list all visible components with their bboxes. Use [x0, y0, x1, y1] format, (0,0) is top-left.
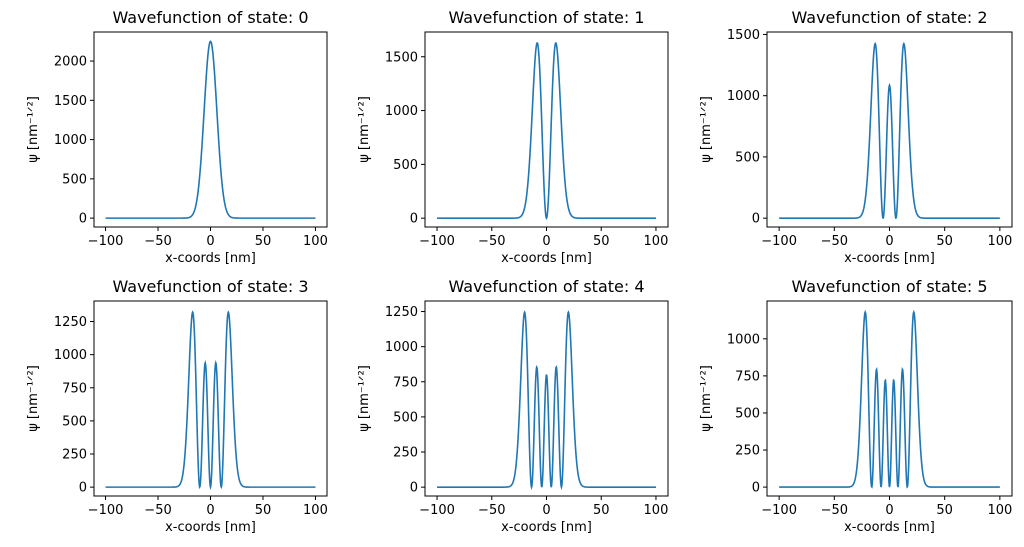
y-tick-label: 500 [735, 406, 760, 421]
y-tick-label: 1500 [727, 28, 760, 43]
y-tick-label: 750 [393, 375, 418, 390]
subplot-title: Wavefunction of state: 5 [791, 277, 987, 296]
wavefunction-line-state-0 [105, 40, 316, 219]
y-tick-label: 1000 [54, 133, 87, 148]
x-tick-label: 50 [255, 503, 272, 518]
x-tick-label: 100 [303, 234, 328, 249]
subplot-title: Wavefunction of state: 3 [112, 277, 308, 296]
subplot-state-5: −100 −50 0 50 10002505007501000Wavefunction … [699, 277, 1013, 535]
y-axis-label: ψ [nm⁻¹ᐟ²] [26, 365, 41, 432]
y-tick-label: 500 [735, 150, 760, 165]
y-tick-label: 0 [79, 212, 87, 227]
x-tick-label: 50 [936, 234, 953, 249]
axes-frame [766, 31, 1013, 228]
subplot-state-4: −100 −50 0 50 100025050075010001250Wavefunct… [357, 277, 669, 535]
x-tick-label: −100 [761, 503, 797, 518]
y-tick-label: 1000 [54, 348, 87, 363]
x-axis-label: x-coords [nm] [165, 251, 256, 266]
x-axis-label: x-coords [nm] [501, 520, 592, 535]
y-axis-label: ψ [nm⁻¹ᐟ²] [699, 96, 714, 163]
x-tick-label: 0 [885, 234, 893, 249]
x-tick-label: −100 [419, 503, 455, 518]
y-tick-label: 0 [79, 481, 87, 496]
x-tick-label: 50 [593, 503, 610, 518]
wavefunction-line-state-3 [105, 310, 316, 491]
x-tick-label: −100 [761, 234, 797, 249]
x-tick-label: 100 [987, 503, 1012, 518]
wavefunction-line-state-5 [779, 309, 1000, 489]
x-tick-label: −50 [821, 503, 848, 518]
x-tick-label: 0 [542, 503, 550, 518]
y-tick-label: 1250 [385, 305, 418, 320]
y-tick-label: 0 [410, 481, 418, 496]
x-tick-label: 0 [542, 234, 550, 249]
y-tick-label: 1250 [54, 315, 87, 330]
y-axis-label: ψ [nm⁻¹ᐟ²] [357, 365, 372, 432]
axes-frame [424, 300, 669, 497]
y-tick-label: 1000 [727, 89, 760, 104]
x-tick-label: 0 [206, 503, 214, 518]
y-tick-label: 0 [752, 481, 760, 496]
subplot-title: Wavefunction of state: 2 [791, 8, 987, 27]
y-tick-label: 1500 [385, 50, 418, 65]
subplot-title: Wavefunction of state: 1 [448, 8, 644, 27]
wavefunction-line-state-2 [779, 41, 1000, 220]
x-tick-label: −100 [419, 234, 455, 249]
x-tick-label: 50 [255, 234, 272, 249]
x-tick-label: 0 [885, 503, 893, 518]
y-tick-label: 750 [735, 369, 760, 384]
subplot-state-3: −100 −50 0 50 100025050075010001250Wavefunct… [26, 277, 328, 535]
axes-frame [93, 300, 328, 497]
x-axis-label: x-coords [nm] [165, 520, 256, 535]
x-tick-label: −50 [144, 234, 171, 249]
x-tick-label: 100 [987, 234, 1012, 249]
x-axis-label: x-coords [nm] [501, 251, 592, 266]
x-tick-label: −50 [821, 234, 848, 249]
y-tick-label: 1000 [727, 332, 760, 347]
x-tick-label: −50 [144, 503, 171, 518]
x-tick-label: −50 [478, 234, 505, 249]
x-tick-label: 100 [644, 234, 669, 249]
y-axis-label: ψ [nm⁻¹ᐟ²] [26, 96, 41, 163]
x-tick-label: −100 [88, 503, 124, 518]
wavefunction-line-state-1 [437, 42, 656, 221]
y-tick-label: 500 [62, 172, 87, 187]
y-tick-label: 2000 [54, 55, 87, 70]
x-tick-label: 100 [644, 503, 669, 518]
x-tick-label: −100 [88, 234, 124, 249]
x-tick-label: 50 [593, 234, 610, 249]
x-tick-label: 0 [206, 234, 214, 249]
y-tick-label: 1000 [385, 340, 418, 355]
x-tick-label: −50 [478, 503, 505, 518]
y-axis-label: ψ [nm⁻¹ᐟ²] [699, 365, 714, 432]
axes-frame [93, 31, 328, 228]
x-tick-label: 100 [303, 503, 328, 518]
y-tick-label: 250 [393, 446, 418, 461]
wavefunction-line-state-4 [437, 310, 656, 491]
y-tick-label: 1500 [54, 94, 87, 109]
y-axis-label: ψ [nm⁻¹ᐟ²] [357, 96, 372, 163]
subplot-state-0: −100 −50 0 50 1000500100015002000Wavefunctio… [26, 8, 328, 266]
y-tick-label: 500 [393, 158, 418, 173]
y-tick-label: 250 [735, 444, 760, 459]
y-tick-label: 0 [410, 212, 418, 227]
y-tick-label: 500 [393, 410, 418, 425]
subplot-title: Wavefunction of state: 4 [448, 277, 644, 296]
y-tick-label: 1000 [385, 104, 418, 119]
axes-frame [766, 300, 1013, 497]
y-tick-label: 500 [62, 414, 87, 429]
y-tick-label: 0 [752, 212, 760, 227]
x-tick-label: 50 [936, 503, 953, 518]
axes-frame [424, 31, 669, 228]
subplot-title: Wavefunction of state: 0 [112, 8, 308, 27]
x-axis-label: x-coords [nm] [844, 251, 935, 266]
y-tick-label: 250 [62, 448, 87, 463]
x-axis-label: x-coords [nm] [844, 520, 935, 535]
y-tick-label: 750 [62, 381, 87, 396]
